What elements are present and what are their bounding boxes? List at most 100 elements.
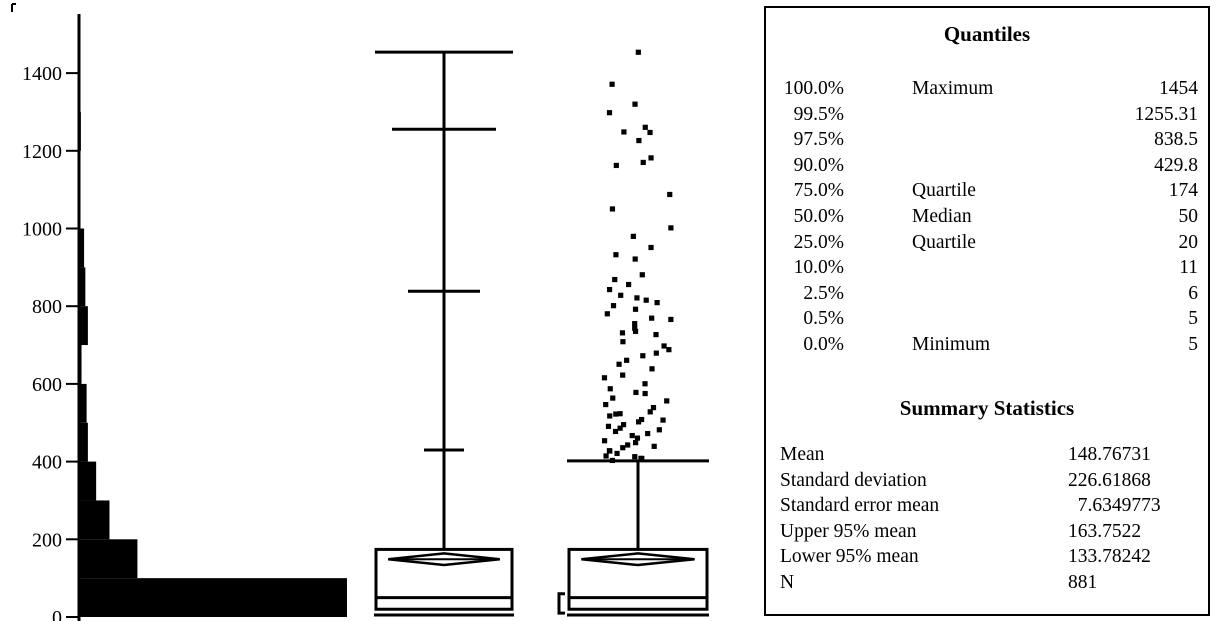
quantile-row: 97.5% 838.5 — [766, 129, 1208, 153]
quantile-percent: 99.5% — [793, 103, 844, 125]
outlier-point — [647, 409, 653, 415]
histogram-bar — [79, 345, 82, 384]
outlier-point — [620, 422, 627, 428]
outlier-point — [648, 155, 654, 161]
outlier-point — [601, 438, 608, 444]
quantile-label: Maximum — [912, 78, 994, 99]
summary-value: 226.61868 — [1068, 469, 1151, 491]
quantile-label: Quartile — [912, 231, 976, 253]
summary-label: Mean — [780, 444, 825, 465]
outlier-point — [606, 110, 613, 116]
outlier-box-plot — [557, 49, 709, 617]
histogram-bar — [79, 228, 85, 268]
outlier-point — [604, 311, 610, 317]
y-tick-label: 0 — [52, 607, 62, 621]
outlier-point — [632, 440, 639, 446]
summary-row: Standard deviation 226.61868 — [766, 470, 1208, 494]
histogram-bar — [79, 306, 88, 346]
outlier-point — [632, 256, 638, 262]
quantile-percent: 90.0% — [793, 154, 844, 176]
outlier-point — [642, 381, 648, 387]
outlier-point — [613, 252, 619, 258]
outlier-point — [653, 350, 659, 356]
quantile-label: Median — [912, 206, 972, 227]
outlier-point — [654, 300, 660, 306]
summary-row: Standard error mean 7.6349773 — [766, 495, 1208, 519]
outlier-point — [668, 316, 674, 323]
histogram-bar — [79, 578, 347, 617]
y-tick-label: 1400 — [22, 63, 62, 85]
histogram-bar — [79, 267, 86, 307]
quantile-value: 174 — [1168, 180, 1198, 202]
summary-label: Upper 95% mean — [780, 520, 917, 542]
outlier-point — [661, 343, 667, 349]
quantile-value: 838.5 — [1154, 129, 1198, 151]
summary-label: Standard deviation — [780, 469, 927, 491]
outlier-point — [609, 206, 616, 212]
outlier-point — [617, 425, 623, 431]
outlier-point — [603, 401, 609, 408]
quantile-row: 75.0% Quartile 174 — [766, 180, 1208, 204]
quantile-value: 1255.31 — [1134, 103, 1198, 125]
y-tick-label: 1000 — [22, 219, 62, 241]
outlier-point — [610, 395, 616, 401]
outlier-point — [620, 372, 626, 378]
quantile-label: Quartile — [912, 180, 976, 202]
outlier-point — [620, 339, 626, 345]
quantile-label: Minimum — [912, 334, 991, 355]
quantile-row: 2.5% 6 — [766, 283, 1208, 307]
y-tick-label: 200 — [32, 529, 62, 551]
quantile-value: 1454 — [1159, 78, 1198, 99]
outlier-point — [607, 448, 613, 454]
outlier-point — [617, 411, 623, 417]
histogram-bar — [79, 189, 81, 229]
outlier-point — [632, 306, 639, 312]
y-tick-label: 400 — [32, 452, 62, 474]
iqr-box — [374, 547, 514, 611]
histogram-bar — [79, 150, 81, 190]
outlier-point — [647, 129, 653, 136]
outlier-point — [638, 416, 645, 423]
summary-row: Lower 95% mean 133.78242 — [766, 546, 1208, 570]
outlier-point — [601, 375, 608, 381]
summary-row: Upper 95% mean 163.7522 — [766, 521, 1208, 545]
quantile-value: 50 — [1178, 206, 1199, 227]
outlier-point — [643, 297, 649, 303]
outlier-point — [605, 423, 612, 429]
outlier-point — [626, 281, 632, 288]
outlier-point — [632, 328, 639, 334]
outlier-point — [645, 430, 651, 437]
outlier-point — [620, 445, 626, 451]
summary-value: 7.6349773 — [1068, 495, 1161, 517]
outlier-point — [613, 162, 619, 169]
outlier-point — [636, 137, 642, 144]
summary-label: Lower 95% mean — [780, 546, 919, 568]
histogram-bar — [79, 73, 81, 112]
quantile-row: 99.5% 1255.31 — [766, 104, 1208, 128]
outlier-point — [624, 357, 630, 363]
histogram-bar — [79, 383, 87, 423]
quantile-value: 11 — [1179, 257, 1198, 279]
y-tick-label: 800 — [32, 296, 62, 318]
outlier-point — [649, 315, 655, 321]
y-axis: 0 200 400 600 800 1000 1200 1400 — [11, 3, 81, 621]
outlier-point — [618, 292, 624, 298]
y-tick-label: 1200 — [22, 141, 62, 163]
quantile-value: 6 — [1188, 282, 1198, 304]
outlier-point — [651, 443, 657, 449]
summary-value: 133.78242 — [1068, 546, 1151, 568]
summary-row: Mean 148.76731 — [766, 444, 1208, 468]
outlier-point — [635, 419, 642, 425]
outlier-point — [640, 353, 646, 359]
outlier-point — [656, 427, 662, 433]
shortest-half-bracket — [557, 592, 565, 615]
quantile-percent: 2.5% — [803, 282, 844, 304]
histogram-bar — [79, 111, 81, 151]
outlier-point — [632, 321, 638, 327]
histogram — [79, 34, 347, 617]
outlier-point — [613, 411, 619, 417]
outlier-point — [648, 244, 654, 251]
quantile-row: 0.5% 5 — [766, 308, 1208, 332]
outlier-point — [616, 361, 622, 367]
outlier-point — [632, 454, 638, 460]
